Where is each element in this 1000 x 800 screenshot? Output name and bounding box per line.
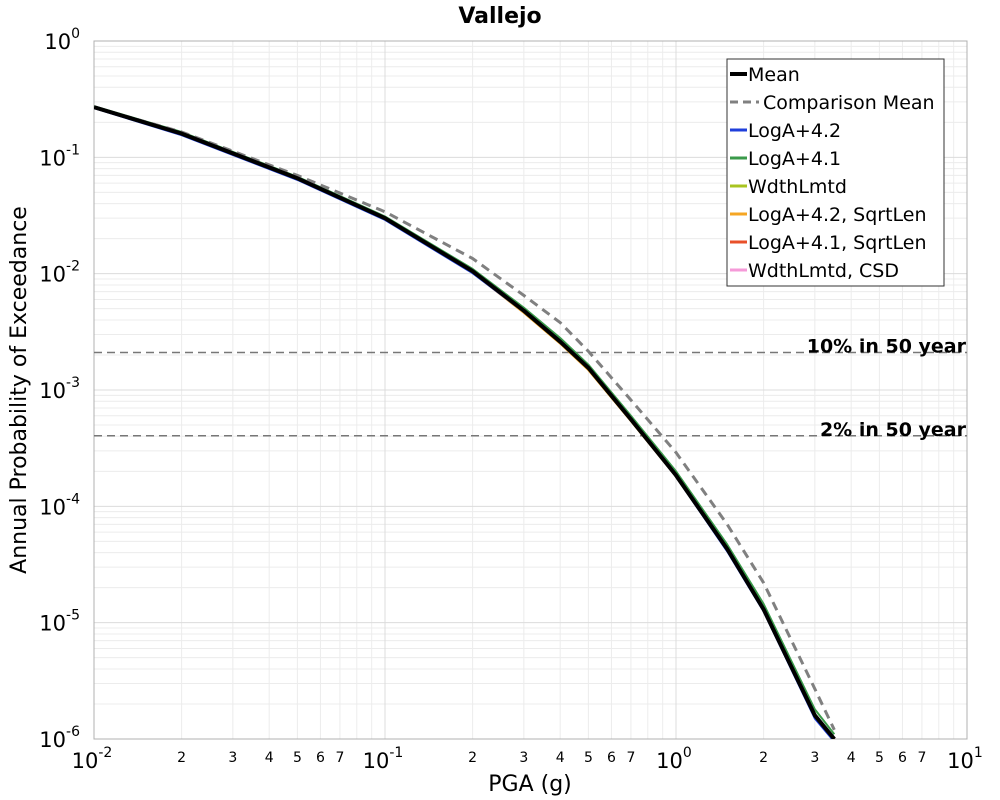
x-minor-tick-label: 5 — [293, 750, 302, 766]
x-minor-tick-label: 2 — [759, 750, 768, 766]
y-major-tick-label: 10-5 — [39, 608, 80, 636]
x-minor-tick-label: 6 — [316, 750, 325, 766]
x-major-tick-label: 100 — [656, 745, 692, 773]
legend-entry-label: WdthLmtd — [748, 176, 847, 198]
legend-entry-label: LogA+4.1 — [748, 148, 841, 170]
x-minor-tick-label: 6 — [607, 750, 616, 766]
x-minor-tick-label: 4 — [847, 750, 856, 766]
reference-line-label: 2% in 50 year — [820, 419, 967, 441]
x-major-tick-label: 10-1 — [363, 745, 404, 773]
x-minor-tick-label: 6 — [898, 750, 907, 766]
x-minor-tick-label: 5 — [584, 750, 593, 766]
x-minor-tick-label: 4 — [556, 750, 565, 766]
legend-entry-label: WdthLmtd, CSD — [748, 260, 899, 282]
x-minor-tick-label: 3 — [228, 750, 237, 766]
legend-entry-label: LogA+4.2, SqrtLen — [748, 204, 927, 226]
series-line-mean — [94, 105, 836, 739]
x-minor-tick-label: 3 — [519, 750, 528, 766]
x-minor-tick-label: 7 — [917, 750, 926, 766]
y-major-tick-label: 10-1 — [39, 142, 80, 170]
x-minor-tick-label: 7 — [626, 750, 635, 766]
x-minor-tick-label: 2 — [177, 750, 186, 766]
legend-entry-label: LogA+4.1, SqrtLen — [748, 232, 927, 254]
x-major-tick-label: 10-2 — [72, 745, 113, 773]
reference-line-label: 10% in 50 year — [807, 336, 967, 358]
legend-box — [726, 58, 945, 287]
y-major-tick-label: 10-2 — [39, 259, 80, 287]
legend-entry-label: Mean — [748, 64, 800, 86]
legend-entry-label: LogA+4.2 — [748, 120, 841, 142]
series-line-comparison-mean — [94, 105, 836, 731]
x-major-tick-label: 101 — [947, 745, 983, 773]
x-minor-tick-label: 2 — [468, 750, 477, 766]
reference-lines: 10% in 50 year 2% in 50 year — [94, 336, 967, 441]
x-axis-ticks: 2 3 4 5 6 7 2 3 4 5 6 7 2 3 4 5 6 710-2 10-1 100 101 — [72, 745, 983, 773]
legend: Mean Comparison Mean LogA+4.2 LogA+4.1 WdthL… — [726, 58, 945, 287]
y-major-tick-label: 10-6 — [39, 724, 80, 752]
y-axis-label: Annual Probability of Exceedance — [7, 206, 32, 574]
x-axis-label: PGA (g) — [488, 772, 572, 797]
x-minor-tick-label: 5 — [875, 750, 884, 766]
x-minor-tick-label: 4 — [265, 750, 274, 766]
x-minor-tick-label: 7 — [335, 750, 344, 766]
y-major-tick-label: 10-4 — [39, 491, 80, 519]
y-axis-ticks: 100 10-1 10-2 10-3 10-4 10-5 10-6 — [39, 26, 80, 752]
y-major-tick-label: 10-3 — [39, 375, 80, 403]
plot-area-frame — [93, 40, 968, 740]
y-major-tick-label: 100 — [44, 26, 80, 54]
chart-title: Vallejo — [458, 4, 541, 29]
x-minor-tick-label: 3 — [810, 750, 819, 766]
series-layer — [94, 105, 836, 739]
legend-entry-label: Comparison Mean — [763, 92, 935, 114]
